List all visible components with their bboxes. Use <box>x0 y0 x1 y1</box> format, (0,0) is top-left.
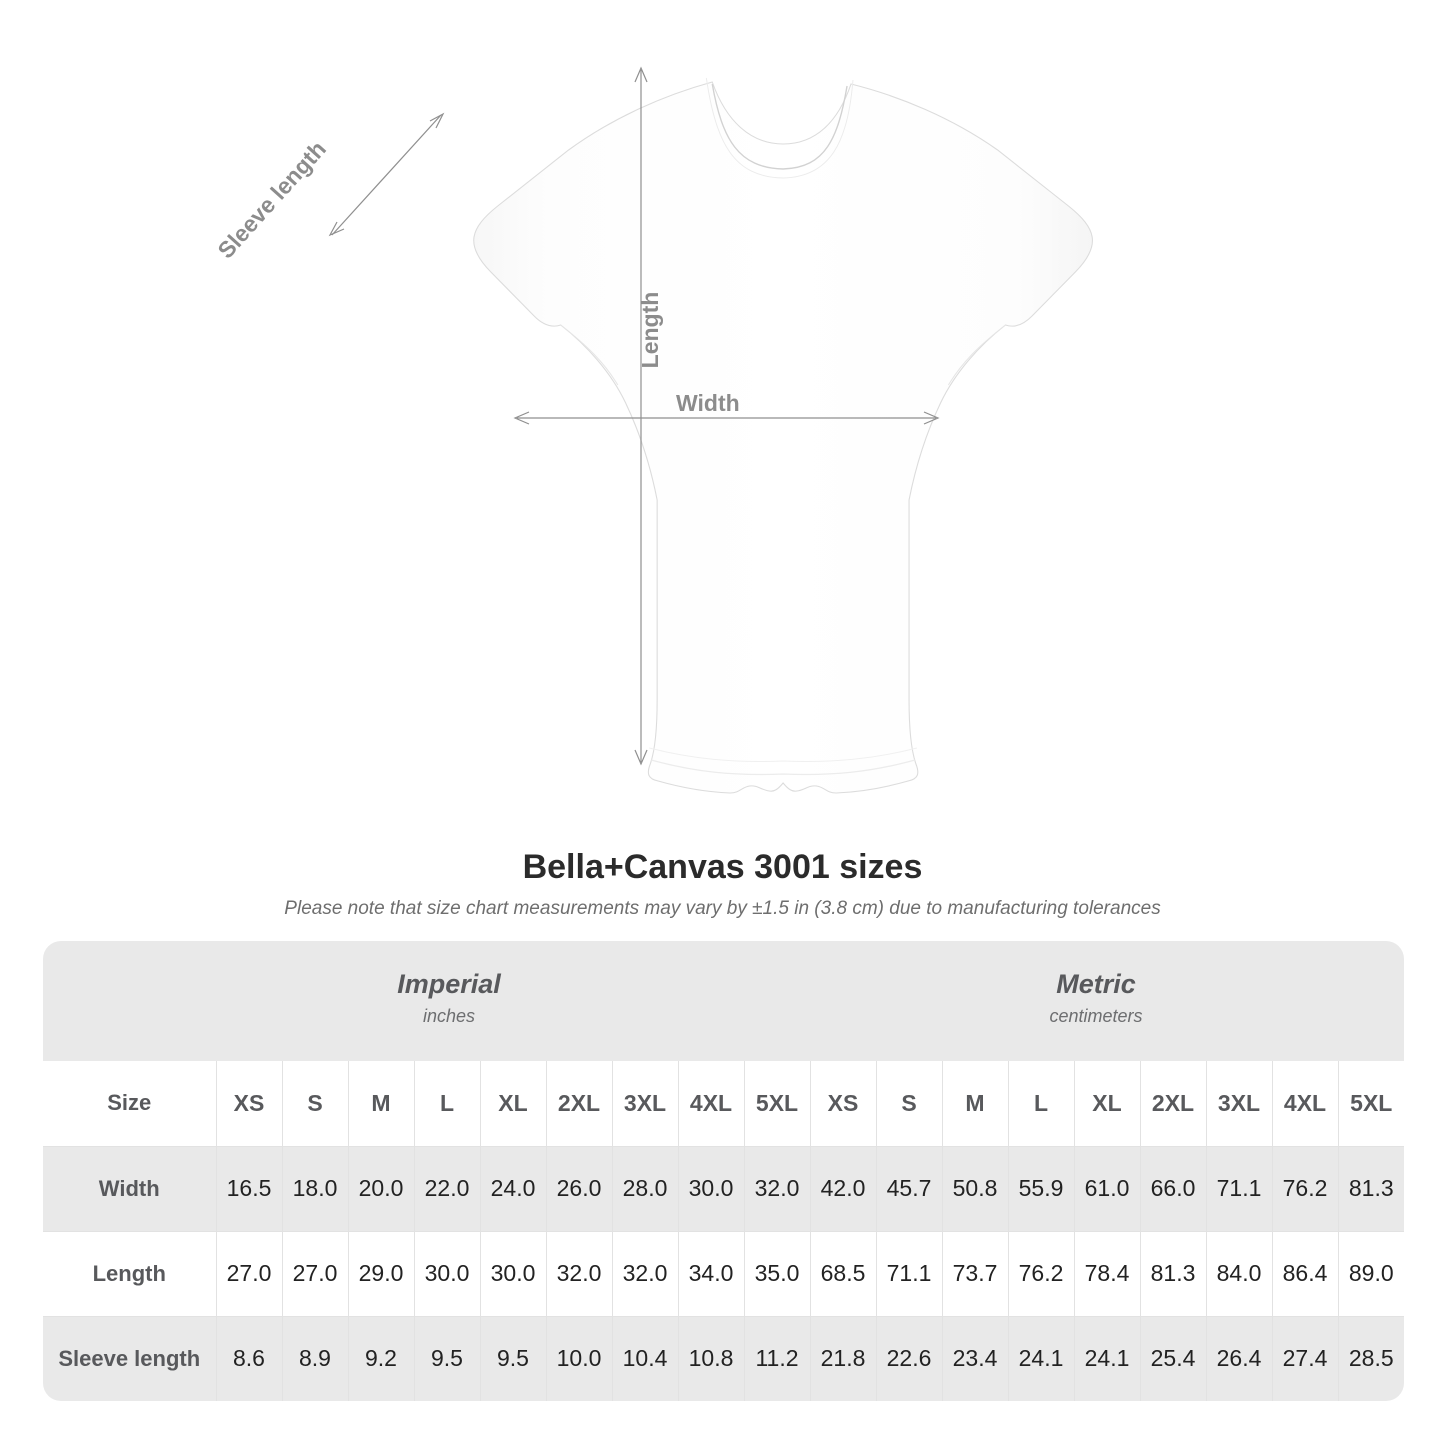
svg-text:Sleeve length: Sleeve length <box>212 136 331 264</box>
svg-text:Width: Width <box>676 390 740 416</box>
svg-text:Length: Length <box>637 292 663 369</box>
